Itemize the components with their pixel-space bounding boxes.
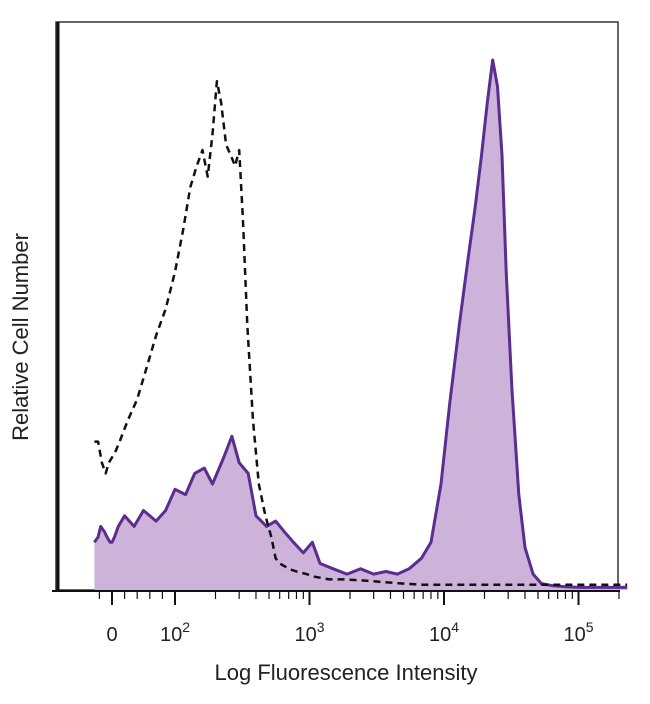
plot-area — [93, 58, 628, 590]
x-tick-label-1: 102 — [160, 619, 190, 646]
series-0-line — [93, 58, 628, 589]
series-0-area — [94, 60, 628, 590]
x-tick-label-4: 105 — [563, 619, 593, 646]
x-tick-label-0: 0 — [106, 624, 117, 646]
y-axis-title: Relative Cell Number — [8, 233, 33, 441]
x-tick-label-3: 104 — [429, 619, 459, 646]
x-tick-label-2: 103 — [294, 619, 324, 646]
plot-frame — [55, 21, 619, 591]
series-1-line — [94, 79, 628, 586]
x-tick-group: 0 102 103 104 105 — [98, 591, 620, 646]
x-axis-title: Log Fluorescence Intensity — [215, 660, 478, 685]
